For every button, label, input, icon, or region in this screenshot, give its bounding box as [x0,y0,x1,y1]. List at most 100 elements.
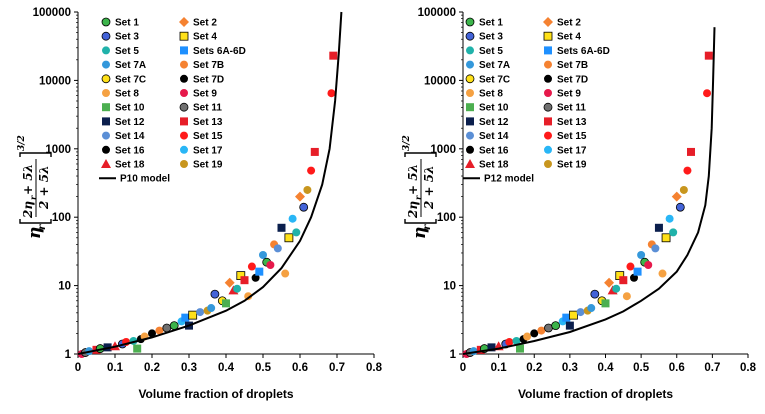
legend-label: Set 14 [479,131,509,142]
legend-marker [544,74,552,83]
legend-label: Set 5 [479,46,503,57]
data-point [644,261,653,270]
data-point [704,51,713,60]
data-point [687,147,695,156]
data-point [244,292,253,301]
y-label-exponent: 3/2 [402,135,412,151]
data-point [307,166,316,175]
legend-label: Set 17 [193,145,223,156]
legend-label: Set 7C [115,74,146,85]
legend-marker [544,60,552,69]
legend-marker [466,145,474,154]
data-point [266,261,275,270]
data-point [148,329,156,338]
data-point [703,89,712,98]
legend-label: Set 7B [193,60,224,71]
x-tick-label: 0 [75,362,81,374]
data-point [327,89,336,98]
legend-label: Set 8 [479,89,503,100]
data-point [259,251,267,260]
data-point [487,343,496,352]
x-tick-label: 0.8 [740,362,757,374]
y-label-numerator: 2η [406,201,420,219]
y-label-denominator: 2 + 5λ [37,165,51,210]
x-tick-label: 0.6 [292,362,308,374]
legend-label: Set 16 [479,145,509,156]
data-point [505,337,514,346]
legend-marker [180,131,188,140]
legend-marker [102,103,110,112]
data-point [612,284,621,293]
data-point [277,223,286,232]
data-point [303,185,312,194]
model-curve [77,11,343,355]
y-label-num-sub: r [28,195,38,200]
legend-marker [466,103,474,112]
data-point [273,244,282,253]
legend-marker [544,131,552,140]
data-point [633,267,642,276]
y-tick-label: 100 [52,212,71,224]
x-tick-label: 0.8 [366,362,383,374]
x-tick-label: 0.4 [598,362,615,374]
data-point [665,214,674,223]
data-point [188,310,198,320]
legend-marker [466,60,474,69]
legend-label: Set 14 [115,131,145,142]
y-label-denominator: 2 + 5λ [422,165,436,210]
x-tick-label: 0.3 [181,362,197,374]
legend-label: Set 4 [193,32,217,43]
legend-marker [179,102,189,112]
legend-marker [543,17,553,27]
data-point [247,262,256,271]
data-point [181,313,190,322]
data-point [207,304,216,313]
y-label-eta: η [25,227,45,239]
y-tick-label: 100000 [418,7,456,19]
y-label-numerator: 2η [21,201,35,219]
legend-label: Set 19 [193,160,223,171]
x-tick-label: 0.6 [669,362,685,374]
data-point [299,202,309,212]
legend-marker [466,117,474,126]
legend-label: Set 17 [557,145,587,156]
legend-marker [101,31,111,41]
x-tick-label: 0.7 [704,362,720,374]
data-point [661,233,671,243]
y-label-exponent: 3/2 [17,135,27,151]
data-point [210,289,220,299]
legend-marker [180,89,188,97]
legend-marker [102,46,110,55]
legend-marker [465,31,475,41]
legend-label: Set 16 [115,145,145,156]
legend-marker [466,89,474,97]
legend-marker [102,117,110,126]
legend-marker [465,159,475,168]
legend-marker [544,46,552,55]
y-tick-label: 10 [58,281,71,293]
x-tick-label: 0.3 [562,362,578,374]
legend-marker [466,131,474,140]
legend-marker [179,31,189,41]
legend-label: Set 4 [557,32,581,43]
data-point [590,289,600,299]
legend-marker [180,160,188,168]
legend-marker [102,89,110,97]
y-tick-label: 100 [437,212,456,224]
y-tick-label: 1 [450,349,457,361]
data-point [512,336,521,345]
data-point [310,147,319,156]
legend-label: Set 12 [115,117,145,128]
x-axis-label: Volume fraction of droplets [518,387,673,401]
data-point [671,191,682,202]
legend: Set 1 Set 2 Set 3 Set 4 Set 5 Sets 6A-6D Set 7… [99,17,246,185]
y-label-num-sub: r [413,195,423,200]
chart-panel-2: 0 0.1 0.2 0.3 0.4 0.5 0.6 0.7 0.8 1 10 100 1000 10000… [402,7,757,401]
x-tick-label: 0 [460,362,466,374]
legend-label: Set 7D [557,74,588,85]
legend-label: Set 15 [557,131,587,142]
y-tick-label: 1000 [45,144,71,156]
legend-marker [544,89,552,97]
